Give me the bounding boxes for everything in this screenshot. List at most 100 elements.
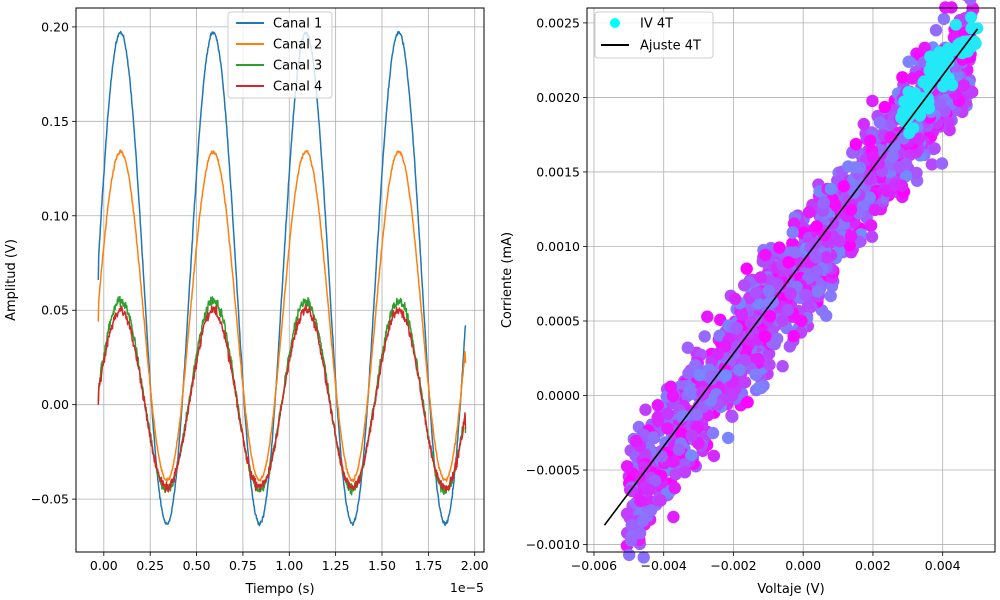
x-tick-label: 1.25 bbox=[322, 558, 350, 573]
y-tick-label: 0.15 bbox=[41, 114, 69, 129]
scatter-point bbox=[896, 71, 909, 84]
scatter-point bbox=[866, 94, 879, 108]
scatter-point bbox=[730, 322, 743, 335]
scatter-point bbox=[897, 106, 910, 119]
scatter-point bbox=[918, 41, 931, 54]
scatter-point bbox=[654, 494, 667, 507]
scatter-point bbox=[651, 411, 664, 424]
scatter-point bbox=[661, 407, 675, 420]
scatter-point bbox=[782, 256, 795, 269]
scatter-point bbox=[929, 24, 943, 37]
series-line-canal-1 bbox=[97, 30, 467, 527]
scatter-point bbox=[629, 435, 643, 448]
scatter-point bbox=[651, 399, 664, 412]
y-tick-label: −0.0010 bbox=[526, 537, 580, 552]
scatter-point bbox=[941, 72, 954, 85]
scatter-point bbox=[666, 389, 680, 403]
scatter-point bbox=[655, 450, 668, 463]
scatter-point bbox=[820, 251, 833, 264]
scatter-point bbox=[844, 203, 858, 216]
scatter-point bbox=[644, 504, 658, 517]
scatter-point bbox=[678, 466, 692, 479]
scatter-point bbox=[817, 196, 830, 210]
scatter-point bbox=[865, 230, 879, 243]
scatter-point bbox=[705, 372, 718, 385]
scatter-point bbox=[763, 310, 777, 323]
scatter-point bbox=[818, 229, 831, 242]
scatter-point bbox=[773, 241, 786, 254]
scatter-point bbox=[739, 344, 752, 357]
scatter-point bbox=[900, 115, 913, 128]
y-tick-label: −0.0005 bbox=[526, 463, 580, 478]
y-tick-label: 0.0025 bbox=[536, 15, 580, 30]
scatter-point bbox=[729, 292, 742, 306]
y-tick-label: 0.0000 bbox=[536, 388, 580, 403]
x-tick-label: 1.00 bbox=[275, 558, 303, 573]
x-tick-label: 0.50 bbox=[183, 558, 211, 573]
scatter-point bbox=[864, 134, 877, 147]
scatter-point bbox=[843, 239, 856, 252]
scatter-point bbox=[681, 341, 694, 354]
scatter-point bbox=[634, 494, 647, 508]
legend-box bbox=[594, 11, 714, 59]
scatter-point bbox=[675, 427, 688, 440]
scatter-point bbox=[620, 460, 634, 473]
scatter-point bbox=[824, 289, 837, 303]
scatter-point bbox=[693, 368, 706, 382]
scatter-point bbox=[677, 409, 690, 423]
x-tick-label: 0.004 bbox=[925, 558, 961, 573]
right-chart-ticks: −0.006 −0.004 −0.002 0.000 0.002 0.004 −0.0010… bbox=[526, 15, 961, 573]
scatter-point bbox=[942, 42, 955, 55]
scatter-point bbox=[749, 368, 762, 381]
y-tick-label: 0.0005 bbox=[536, 313, 580, 328]
scatter-point bbox=[810, 265, 824, 278]
left-chart-frame bbox=[75, 7, 485, 553]
legend-label: Canal 2 bbox=[273, 38, 322, 53]
x-tick-label: −0.004 bbox=[641, 558, 687, 573]
scatter-point bbox=[776, 314, 789, 327]
scatter-point bbox=[829, 199, 842, 212]
scatter-point bbox=[648, 474, 661, 488]
scatter-point bbox=[965, 11, 977, 24]
scatter-point bbox=[952, 38, 965, 51]
fit-line bbox=[603, 28, 979, 526]
left-chart-ticks: 0.00 0.25 0.50 0.75 1.00 1.25 1.50 1.75 2.00 −0.0… bbox=[31, 19, 489, 573]
y-tick-label: −0.05 bbox=[31, 492, 69, 507]
scatter-point bbox=[964, 0, 977, 6]
scatter-point bbox=[853, 161, 867, 174]
scatter-point bbox=[672, 443, 686, 456]
x-tick-label: 0.002 bbox=[855, 558, 891, 573]
x-tick-label: 0.000 bbox=[785, 558, 821, 573]
scatter-point bbox=[741, 396, 754, 409]
legend-label: Canal 4 bbox=[273, 80, 322, 95]
scatter-point bbox=[898, 95, 911, 108]
scatter-point bbox=[895, 179, 909, 192]
y-tick-label: 0.20 bbox=[41, 19, 69, 34]
y-tick-label: 0.0010 bbox=[536, 239, 580, 254]
scatter-point bbox=[623, 548, 636, 562]
scatter-point bbox=[685, 429, 698, 442]
scatter-point bbox=[667, 455, 680, 468]
scatter-point bbox=[906, 72, 919, 85]
scatter-point bbox=[685, 449, 698, 462]
scatter-point bbox=[810, 220, 823, 233]
scatter-point bbox=[740, 262, 753, 275]
scatter-point bbox=[811, 285, 824, 298]
scatter-point bbox=[738, 279, 751, 292]
scatter-point bbox=[701, 310, 714, 323]
scatter-point bbox=[762, 284, 775, 297]
legend-label: Canal 1 bbox=[273, 17, 322, 32]
x-tick-label: 1.50 bbox=[368, 558, 396, 573]
legend-label: IV 4T bbox=[640, 17, 673, 32]
scatter-point bbox=[844, 229, 858, 243]
scatter-point bbox=[923, 79, 935, 92]
scatter-point bbox=[625, 519, 638, 532]
scatter-point bbox=[802, 206, 816, 219]
scatter-point bbox=[784, 287, 797, 300]
scatter-point bbox=[786, 226, 799, 239]
scatter-point bbox=[733, 363, 746, 377]
scatter-point bbox=[842, 160, 855, 173]
y-tick-label: 0.0015 bbox=[536, 164, 580, 179]
scatter-point bbox=[758, 330, 772, 343]
scatter-point bbox=[787, 329, 800, 343]
